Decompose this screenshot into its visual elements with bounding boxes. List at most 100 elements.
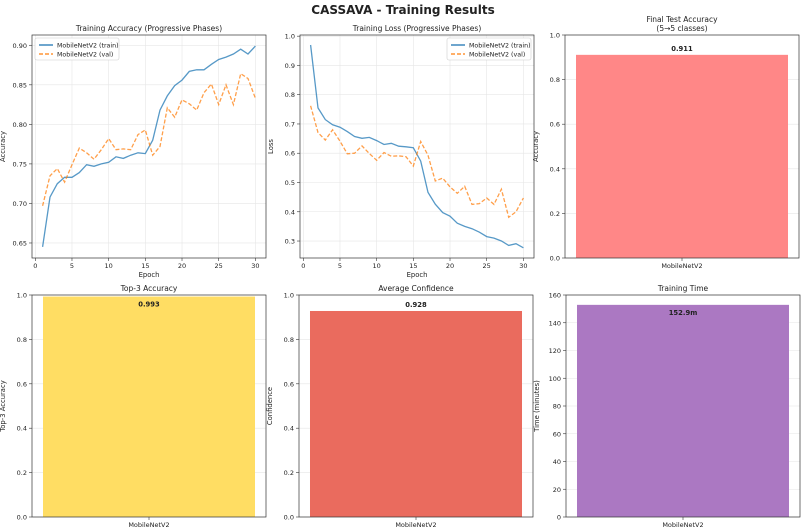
y-tick-label: 0.3: [285, 238, 295, 246]
y-tick-label: 0.2: [284, 469, 294, 477]
x-axis-label: Epoch: [407, 271, 428, 279]
x-tick-label: 15: [409, 262, 417, 270]
chart-panel-5: 0.0 0.2 0.4 0.6 0.8 1.0 MobileNetV2 0.928 Averag…: [266, 284, 534, 529]
axes-frame: [298, 294, 534, 518]
chart-panel-6: 0 20 40 60 80 100 120 140 160 MobileNetV2 152.9m Tr…: [533, 284, 801, 529]
y-tick-label: 0.8: [284, 336, 294, 344]
y-tick-label: 0: [557, 514, 561, 522]
series-line-1: [41, 45, 256, 247]
x-tick-label: 20: [446, 262, 454, 270]
y-tick-label: 1.0: [550, 32, 560, 40]
y-tick-label: 0.80: [13, 121, 27, 129]
chart-title: (5→5 classes): [656, 24, 707, 33]
bar-value-label: 0.993: [138, 301, 160, 309]
chart-title: Final Test Accuracy: [646, 15, 718, 24]
x-tick-label: MobileNetV2: [128, 521, 169, 529]
chart-title: Training Loss (Progressive Phases): [352, 24, 482, 33]
y-tick-label: 1.0: [285, 33, 295, 41]
y-tick-label: 0.8: [550, 76, 560, 84]
y-tick-label: 0.85: [13, 81, 27, 89]
bar-value-label: 152.9m: [669, 309, 698, 317]
y-tick-label: 60: [553, 430, 561, 438]
y-tick-label: 0.8: [17, 336, 27, 344]
y-tick-label: 0.2: [550, 210, 560, 218]
y-tick-label: 0.7: [285, 120, 295, 128]
chart-panel-4: 0.0 0.2 0.4 0.6 0.8 1.0 MobileNetV2 0.993 Top-3 …: [0, 284, 267, 529]
series-line-2: [309, 105, 524, 219]
y-tick-label: 0.2: [17, 469, 27, 477]
y-tick-label: 0.4: [550, 165, 560, 173]
chart-panel-2: 0.3 0.4 0.5 0.6 0.7 0.8 0.9 1.0 0 5 10 15 20 25 30 Mobi…: [267, 24, 535, 279]
chart-title: Average Confidence: [378, 284, 454, 293]
legend: MobileNetV2 (train) MobileNetV2 (val): [446, 37, 532, 61]
y-tick-label: 40: [553, 458, 561, 466]
y-tick-label: 20: [553, 486, 561, 494]
x-tick-label: 25: [215, 262, 223, 270]
x-tick-label: MobileNetV2: [395, 521, 436, 529]
x-tick-label: 10: [373, 262, 381, 270]
x-tick-label: MobileNetV2: [662, 521, 703, 529]
x-tick-label: 0: [33, 262, 37, 270]
x-tick-label: 20: [178, 262, 186, 270]
y-axis-label: Top-3 Accuracy: [0, 380, 7, 432]
bar-value-label: 0.928: [405, 301, 427, 309]
chart-panel-1: 0.65 0.70 0.75 0.80 0.85 0.90 0 5 10 15 20 25 30 Mobi…: [0, 24, 267, 279]
bar: [575, 54, 789, 258]
y-tick-label: 0.75: [13, 160, 27, 168]
y-tick-label: 0.6: [550, 121, 560, 129]
axes-frame: [31, 294, 267, 518]
y-axis-label: Loss: [267, 139, 275, 154]
x-tick-label: 0: [301, 262, 305, 270]
y-axis-label: Time (minutes): [533, 380, 541, 433]
legend-label: MobileNetV2 (train): [57, 42, 119, 49]
y-tick-label: 0.0: [284, 514, 294, 522]
y-tick-label: 80: [553, 403, 561, 411]
y-tick-label: 0.70: [13, 200, 27, 208]
bar: [309, 310, 523, 517]
y-tick-label: 0.9: [285, 62, 295, 70]
x-tick-label: 5: [338, 262, 342, 270]
axes-frame: [299, 34, 535, 259]
x-tick-label: 10: [105, 262, 113, 270]
y-tick-label: 0.4: [284, 425, 294, 433]
y-tick-label: 0.4: [17, 425, 27, 433]
axes-frame: [31, 34, 267, 259]
x-tick-label: 5: [70, 262, 74, 270]
y-tick-label: 0.0: [550, 255, 560, 263]
chart-title: Top-3 Accuracy: [120, 284, 178, 293]
axes-frame: [564, 34, 800, 259]
y-tick-label: 1.0: [17, 292, 27, 300]
x-tick-label: 15: [141, 262, 149, 270]
bar: [576, 304, 790, 517]
chart-title: Training Accuracy (Progressive Phases): [75, 24, 222, 33]
series-line-1: [309, 44, 524, 249]
legend-box: [34, 37, 120, 61]
x-axis-label: Epoch: [139, 271, 160, 279]
legend-label: MobileNetV2 (val): [469, 51, 525, 58]
series-line-2: [41, 72, 257, 206]
y-tick-label: 0.6: [285, 150, 295, 158]
x-tick-label: 30: [251, 262, 259, 270]
y-tick-label: 0.4: [285, 208, 295, 216]
x-tick-label: 25: [483, 262, 491, 270]
bar: [42, 296, 256, 517]
x-tick-label: MobileNetV2: [661, 262, 702, 270]
y-tick-label: 1.0: [284, 292, 294, 300]
y-tick-label: 120: [549, 347, 561, 355]
y-tick-label: 0.65: [13, 239, 27, 247]
y-tick-label: 100: [549, 375, 561, 383]
y-tick-label: 0.6: [284, 380, 294, 388]
figure-title: CASSAVA - Training Results: [311, 3, 494, 17]
y-tick-label: 0.6: [17, 380, 27, 388]
y-tick-label: 0.8: [285, 91, 295, 99]
y-tick-label: 160: [549, 292, 561, 300]
y-axis-label: Accuracy: [532, 131, 540, 162]
legend-label: MobileNetV2 (val): [57, 51, 113, 58]
bar-value-label: 0.911: [671, 45, 693, 53]
chart-panel-3: 0.0 0.2 0.4 0.6 0.8 1.0 MobileNetV2 0.911 Final …: [532, 15, 800, 270]
y-tick-label: 140: [549, 319, 561, 327]
axes-frame: [565, 294, 801, 518]
chart-title: Training Time: [657, 284, 709, 293]
y-tick-label: 0.90: [13, 42, 27, 50]
